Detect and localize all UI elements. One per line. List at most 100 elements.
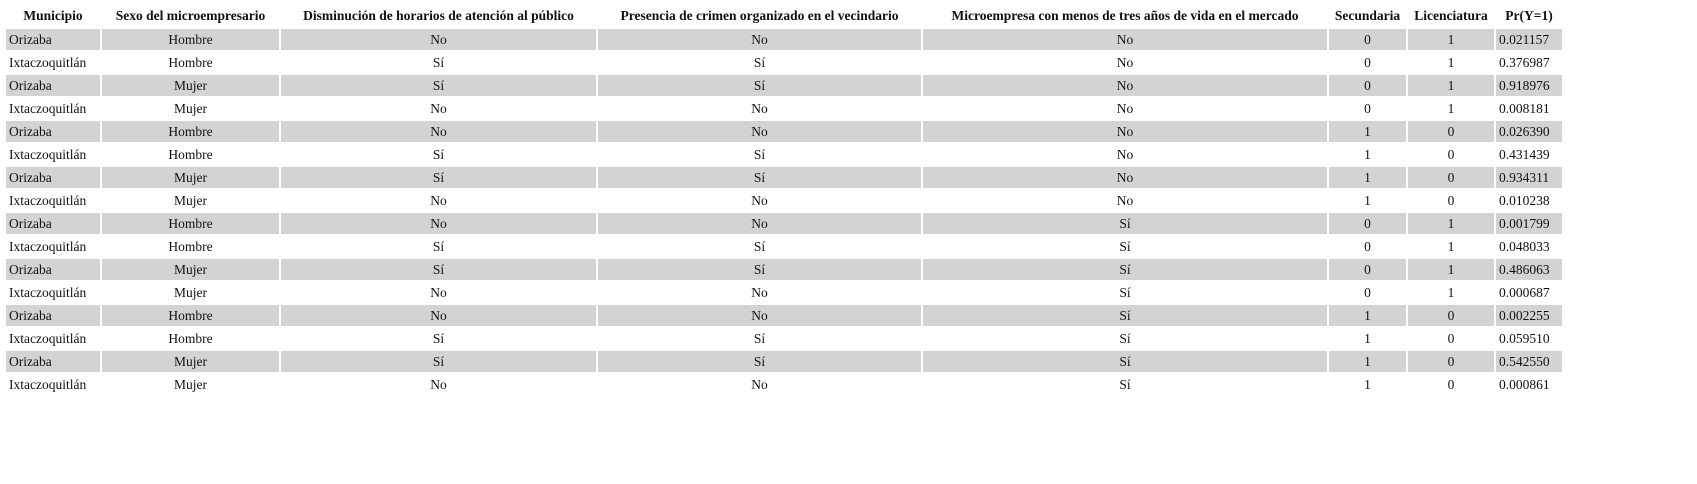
- table-cell: 1: [1327, 326, 1408, 351]
- table-cell: Sí: [596, 73, 923, 98]
- table-cell: 1: [1327, 303, 1408, 328]
- table-cell: 1: [1406, 96, 1496, 121]
- table-cell: 0.486063: [1494, 257, 1564, 282]
- table-cell: Sí: [279, 165, 598, 190]
- table-row: Orizaba Mujer Sí Sí No 1 0 0.934311: [4, 165, 1564, 190]
- table-row: Ixtaczoquitlán Mujer No No No 0 1 0.008181: [4, 96, 1564, 121]
- table-cell: 0.008181: [1494, 96, 1564, 121]
- table-cell: Sí: [279, 142, 598, 167]
- table-cell: Sí: [921, 349, 1329, 374]
- table-cell: 0: [1327, 211, 1408, 236]
- table-cell: Mujer: [100, 73, 281, 98]
- table-cell: No: [279, 303, 598, 328]
- table-cell: Orizaba: [4, 303, 102, 328]
- table-cell: Ixtaczoquitlán: [4, 142, 102, 167]
- table-cell: No: [279, 188, 598, 213]
- table-cell: 1: [1406, 257, 1496, 282]
- table-cell: No: [596, 188, 923, 213]
- table-cell: 0.048033: [1494, 234, 1564, 259]
- table-cell: Sí: [921, 211, 1329, 236]
- table-cell: 1: [1406, 50, 1496, 75]
- table-cell: Orizaba: [4, 211, 102, 236]
- table-cell: No: [921, 142, 1329, 167]
- table-cell: Mujer: [100, 96, 281, 121]
- table-row: Ixtaczoquitlán Mujer No No Sí 0 1 0.000687: [4, 280, 1564, 305]
- table-cell: 0: [1406, 142, 1496, 167]
- column-header: Disminución de horarios de atención al p…: [303, 8, 574, 23]
- table-cell: Orizaba: [4, 73, 102, 98]
- table-cell: Sí: [596, 326, 923, 351]
- table-cell: Sí: [921, 326, 1329, 351]
- table-cell: Mujer: [100, 165, 281, 190]
- table-cell: No: [921, 165, 1329, 190]
- table-cell: No: [921, 73, 1329, 98]
- table-cell: 0: [1406, 303, 1496, 328]
- table-row: Orizaba Hombre No No No 0 1 0.021157: [4, 27, 1564, 52]
- table-row: Ixtaczoquitlán Hombre Sí Sí No 1 0 0.431439: [4, 142, 1564, 167]
- table-row: Orizaba Mujer Sí Sí No 0 1 0.918976: [4, 73, 1564, 98]
- table-cell: Mujer: [100, 372, 281, 397]
- column-header: Municipio: [23, 8, 83, 23]
- table-cell: 0.376987: [1494, 50, 1564, 75]
- table-cell: 0.542550: [1494, 349, 1564, 374]
- table-cell: Ixtaczoquitlán: [4, 372, 102, 397]
- table-cell: 1: [1406, 27, 1496, 52]
- table-cell: Sí: [596, 165, 923, 190]
- table-cell: 0: [1327, 257, 1408, 282]
- table-row: Ixtaczoquitlán Hombre Sí Sí Sí 1 0 0.059510: [4, 326, 1564, 351]
- table-cell: 1: [1327, 142, 1408, 167]
- table-cell: Hombre: [100, 234, 281, 259]
- table-cell: Sí: [921, 303, 1329, 328]
- table-cell: Ixtaczoquitlán: [4, 234, 102, 259]
- column-header: Sexo del microempresario: [115, 8, 266, 23]
- table-cell: 0: [1406, 372, 1496, 397]
- table-cell: 1: [1327, 188, 1408, 213]
- table-cell: Hombre: [100, 303, 281, 328]
- table-cell: 0: [1406, 165, 1496, 190]
- table-cell: Orizaba: [4, 257, 102, 282]
- table-cell: No: [596, 119, 923, 144]
- table-cell: 1: [1406, 280, 1496, 305]
- table-row: Orizaba Hombre No No Sí 1 0 0.002255: [4, 303, 1564, 328]
- table-row: Orizaba Hombre No No No 1 0 0.026390: [4, 119, 1564, 144]
- table-cell: Hombre: [100, 50, 281, 75]
- table-cell: 0: [1327, 96, 1408, 121]
- column-header: Pr(Y=1): [1505, 8, 1553, 23]
- table-cell: No: [279, 280, 598, 305]
- table-cell: Sí: [596, 142, 923, 167]
- table-cell: No: [921, 50, 1329, 75]
- results-table: Municipio Sexo del microempresario Disminu…: [4, 5, 1564, 397]
- table-cell: No: [279, 372, 598, 397]
- table-row: Orizaba Hombre No No Sí 0 1 0.001799: [4, 211, 1564, 236]
- table-cell: 0: [1327, 73, 1408, 98]
- column-header: Licenciatura: [1414, 8, 1488, 23]
- table-cell: 0: [1406, 326, 1496, 351]
- table-cell: Sí: [596, 50, 923, 75]
- table-cell: 0: [1327, 50, 1408, 75]
- table-cell: No: [596, 372, 923, 397]
- table-cell: Mujer: [100, 188, 281, 213]
- header-row: Municipio Sexo del microempresario Disminu…: [5, 5, 1563, 28]
- table-cell: No: [596, 211, 923, 236]
- table-cell: 1: [1406, 211, 1496, 236]
- table-cell: 1: [1327, 349, 1408, 374]
- table-cell: 0.059510: [1494, 326, 1564, 351]
- table-row: Orizaba Mujer Sí Sí Sí 0 1 0.486063: [4, 257, 1564, 282]
- table-cell: No: [921, 27, 1329, 52]
- table-cell: Orizaba: [4, 119, 102, 144]
- table-cell: No: [279, 211, 598, 236]
- table-cell: 0: [1327, 27, 1408, 52]
- table-cell: Ixtaczoquitlán: [4, 326, 102, 351]
- table-cell: Mujer: [100, 349, 281, 374]
- table-cell: No: [921, 96, 1329, 121]
- table-cell: 0.026390: [1494, 119, 1564, 144]
- table-cell: 1: [1406, 73, 1496, 98]
- table-cell: Sí: [921, 280, 1329, 305]
- table-cell: Orizaba: [4, 27, 102, 52]
- table-cell: Sí: [279, 257, 598, 282]
- table-cell: 0: [1327, 280, 1408, 305]
- table-cell: Mujer: [100, 257, 281, 282]
- table-cell: Ixtaczoquitlán: [4, 50, 102, 75]
- table-cell: Sí: [596, 257, 923, 282]
- table-cell: Sí: [921, 234, 1329, 259]
